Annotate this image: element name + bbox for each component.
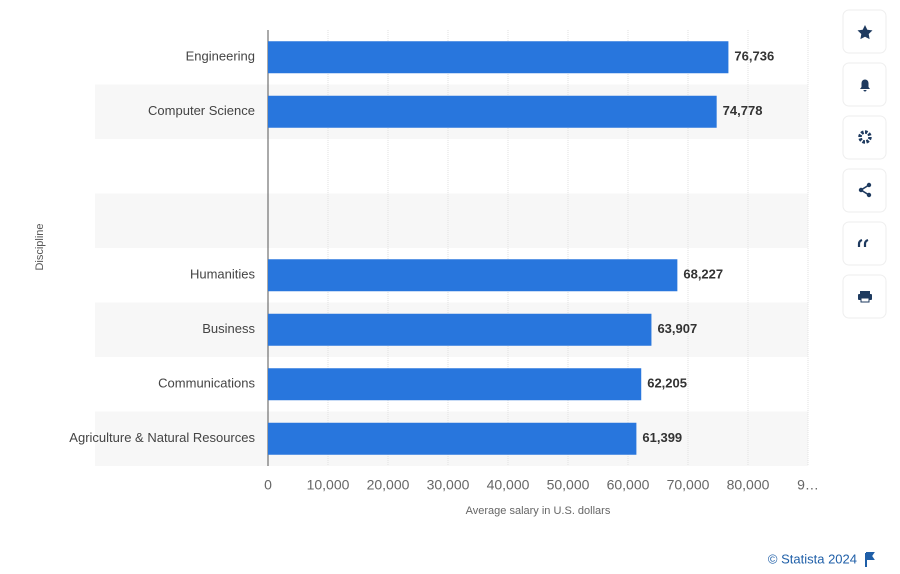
x-tick-label: 9…	[797, 477, 819, 493]
x-tick-label: 30,000	[427, 477, 470, 493]
y-tick-label: Computer Science	[148, 103, 255, 118]
value-label: 63,907	[657, 321, 697, 336]
y-tick-label: Business	[202, 321, 255, 336]
bar	[268, 95, 717, 128]
x-tick-label: 50,000	[547, 477, 590, 493]
x-tick-label: 60,000	[607, 477, 650, 493]
value-label: 76,736	[734, 49, 774, 64]
x-axis-title: Average salary in U.S. dollars	[466, 505, 611, 517]
notification-button[interactable]	[842, 62, 887, 107]
value-label: 61,399	[642, 430, 682, 445]
x-tick-label: 10,000	[307, 477, 350, 493]
y-tick-label: Humanities	[190, 267, 256, 282]
share-button[interactable]	[842, 168, 887, 213]
value-label: 74,778	[723, 103, 763, 118]
y-tick-label: Communications	[158, 376, 255, 391]
bar	[268, 313, 652, 346]
y-tick-label: Agriculture & Natural Resources	[69, 430, 255, 445]
x-tick-label: 0	[264, 477, 272, 493]
bar	[268, 41, 729, 74]
value-label: 62,205	[647, 376, 687, 391]
favorite-button[interactable]	[842, 9, 887, 54]
x-tick-label: 80,000	[727, 477, 770, 493]
settings-button[interactable]	[842, 115, 887, 160]
x-tick-label: 70,000	[667, 477, 710, 493]
y-axis-title: Discipline	[34, 223, 46, 270]
x-tick-label: 40,000	[487, 477, 530, 493]
bar	[268, 259, 678, 292]
bar	[268, 422, 637, 455]
print-button[interactable]	[842, 274, 887, 319]
bar	[268, 368, 642, 401]
source-credit[interactable]: © Statista 2024	[768, 551, 857, 566]
sidebar	[842, 9, 887, 319]
flag-icon	[865, 552, 875, 567]
y-tick-label: Engineering	[186, 49, 255, 64]
cite-button[interactable]	[842, 221, 887, 266]
value-label: 68,227	[683, 267, 723, 282]
row-band	[95, 193, 808, 248]
x-tick-label: 20,000	[367, 477, 410, 493]
